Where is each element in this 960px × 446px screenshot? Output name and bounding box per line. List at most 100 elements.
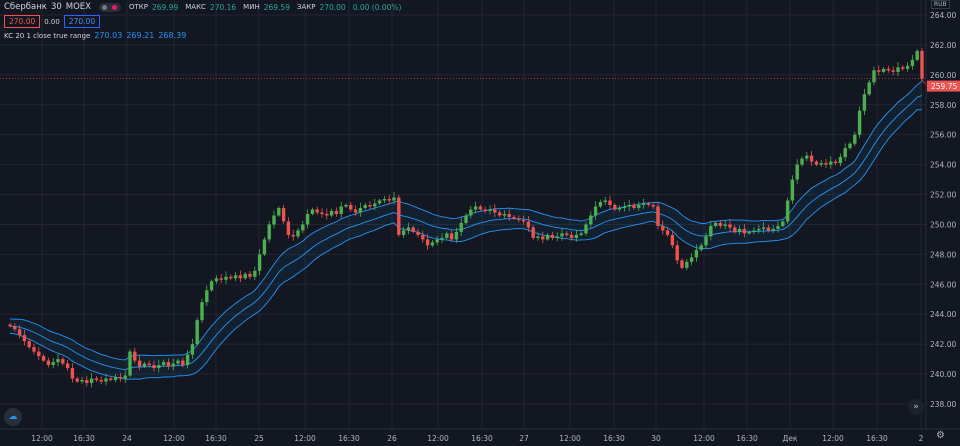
candle	[449, 230, 454, 242]
symbol-legend: Сбербанк 30 MOEX ОТКР 269.99 МАКС 270.16 М…	[4, 2, 404, 12]
settings-gear-icon[interactable]: ⚙	[936, 430, 945, 441]
candle-body	[752, 230, 756, 232]
candle	[829, 156, 833, 169]
candle-body	[41, 356, 46, 361]
keltner-channel	[9, 80, 923, 380]
candle	[814, 159, 819, 167]
candle-body	[473, 206, 478, 210]
candle	[531, 225, 535, 240]
tradingview-logo-icon[interactable]: ☁	[4, 408, 22, 426]
candle-body	[483, 209, 487, 211]
candle	[569, 231, 574, 241]
candle-body	[833, 161, 838, 164]
candle	[891, 66, 895, 76]
time-axis[interactable]: 12:00 16:30 24 12:00 16:30 25 12:00 16:30 26 12:0…	[31, 434, 923, 443]
candle-body	[27, 341, 31, 348]
scroll-to-realtime-button[interactable]: »	[908, 399, 924, 415]
indicator-name[interactable]: KC 20 1 close true range	[4, 31, 91, 40]
candle	[641, 198, 646, 209]
candle-body	[627, 204, 631, 207]
candle-body	[142, 363, 147, 367]
candle	[598, 199, 603, 209]
candle	[118, 372, 123, 382]
candle-body	[819, 163, 823, 165]
candle-body	[507, 213, 511, 217]
price-tick: 252.00	[930, 191, 956, 200]
candle	[881, 67, 886, 74]
candle	[22, 329, 27, 346]
candle	[13, 323, 17, 332]
candle-body	[670, 234, 675, 246]
candle	[555, 232, 559, 242]
price-axis[interactable]: 264.00 262.00 260.00 258.00 256.00 254.00 252.…	[930, 11, 956, 409]
currency-label[interactable]: RUB	[931, 0, 950, 9]
candle-body	[46, 360, 51, 366]
candle-body	[709, 225, 713, 237]
candle	[521, 215, 526, 225]
candle	[550, 231, 555, 241]
candle	[795, 159, 799, 184]
sell-price-button[interactable]: 270.00	[4, 15, 41, 28]
candle	[229, 274, 233, 281]
candle	[445, 231, 449, 240]
price-tick: 262.00	[930, 41, 956, 50]
candle	[142, 361, 147, 368]
candle-body	[589, 215, 593, 225]
candle-body	[205, 290, 209, 303]
candle-body	[349, 204, 353, 210]
candle	[137, 355, 142, 371]
candle-body	[339, 206, 343, 214]
candle	[8, 322, 12, 328]
candle-body	[488, 209, 492, 211]
candle	[483, 206, 487, 214]
candle	[675, 240, 679, 265]
candle	[205, 285, 209, 307]
candle-body	[795, 164, 799, 180]
candle-body	[248, 273, 252, 277]
candle	[877, 65, 881, 76]
last-price-label: 259.75	[927, 80, 960, 92]
candle	[512, 215, 516, 220]
candle-body	[37, 351, 41, 357]
candle	[190, 338, 195, 359]
candle-body	[305, 213, 310, 225]
buy-price-button[interactable]: 270.00	[63, 15, 101, 28]
candle	[771, 225, 775, 234]
candle	[685, 258, 689, 271]
candle	[478, 204, 483, 211]
keltner-lower	[9, 109, 923, 380]
candle	[56, 353, 60, 367]
high-value: 270.16	[209, 2, 237, 12]
candle-body	[901, 67, 905, 69]
candle-body	[104, 378, 108, 382]
bid-ask-legend: 270.00 0.00 270.00	[4, 15, 101, 28]
candle	[910, 55, 915, 70]
candle	[200, 298, 204, 324]
candle-body	[848, 143, 852, 149]
symbol-name[interactable]: Сбербанк	[4, 2, 47, 12]
candle	[243, 272, 247, 280]
candle-body	[838, 157, 843, 164]
candle-body	[805, 155, 809, 159]
candle-body	[632, 204, 636, 208]
candle-body	[896, 67, 900, 72]
candle	[579, 231, 583, 237]
keltner-middle	[9, 95, 923, 370]
candle-body	[857, 110, 862, 135]
candle-body	[94, 378, 99, 381]
candle	[133, 348, 137, 364]
candle-body	[497, 212, 502, 216]
candle-body	[200, 302, 204, 321]
candle-body	[829, 161, 833, 165]
time-tick: 2	[919, 434, 924, 443]
candle	[915, 49, 919, 62]
candle-body	[70, 368, 75, 379]
visibility-toggle-icon[interactable]	[99, 2, 121, 12]
indicator-legend[interactable]: KC 20 1 close true range 270.03 269.21 2…	[4, 31, 186, 40]
candle	[113, 374, 118, 383]
time-tick: 30	[651, 434, 661, 443]
candle	[334, 207, 339, 217]
candle	[723, 220, 727, 230]
candle-body	[17, 329, 22, 336]
